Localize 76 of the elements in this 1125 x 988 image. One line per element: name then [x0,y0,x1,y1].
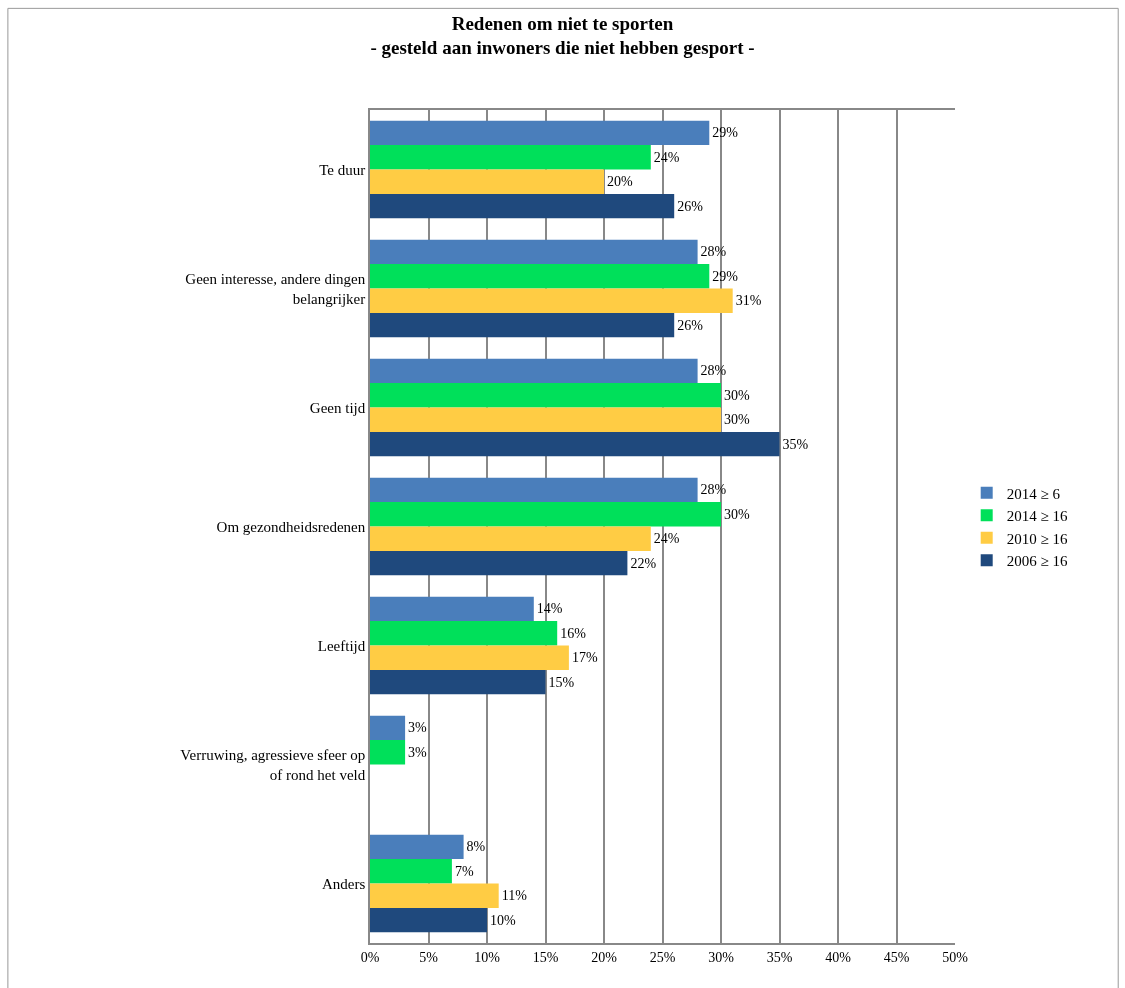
bar [370,239,698,265]
y-tick-label: Geen interesse, andere dingen belangrijker [185,271,366,307]
data-label: 22% [630,555,657,571]
legend-label: 2006 ≥ 16 [1006,553,1068,570]
legend-label: 2010 ≥ 16 [1006,530,1068,547]
bar [370,120,710,146]
bar [370,883,499,908]
bar [370,264,710,289]
data-label: 16% [560,625,587,641]
data-label: 29% [712,125,739,141]
x-tick-label: 0% [360,949,380,965]
data-label: 26% [677,198,704,214]
data-label: 30% [724,506,750,522]
x-tick-label: 35% [766,949,793,965]
data-label: 20% [607,174,633,190]
x-tick-label: 30% [708,949,735,965]
bar [370,502,721,527]
chart-subtitle: - gesteld aan inwoners die niet hebben gesport - [370,37,755,59]
data-label: 3% [408,744,428,760]
bar [370,596,534,622]
data-label: 26% [677,317,704,333]
data-label: 8% [466,839,486,855]
bar [370,358,698,384]
bar [370,477,698,503]
x-tick-label: 10% [474,949,501,965]
bar [370,407,721,432]
y-tick-label: Om gezondheidsredenen [216,518,366,535]
data-label: 24% [653,531,680,547]
bar [370,169,604,194]
data-label: 35% [782,436,809,452]
y-tick-label: Anders [321,875,366,892]
x-tick-label: 45% [883,949,910,965]
bar [370,907,487,933]
data-label: 30% [724,412,750,428]
y-tick-label: Leeftijd [317,637,366,654]
bar [370,859,452,884]
x-tick-label: 20% [591,949,618,965]
x-tick-label: 15% [532,949,559,965]
x-tick-label: 40% [825,949,852,965]
data-label: 10% [490,912,516,928]
data-label: 28% [700,482,727,498]
x-tick-label: 25% [649,949,676,965]
data-label: 7% [454,863,474,879]
bar [370,288,733,313]
bar [370,526,651,551]
y-tick-label: Verruwing, agressieve sfeer op of rond het veld [180,747,366,783]
bar [370,383,721,408]
bar [370,645,569,670]
bar [370,669,546,695]
bar [370,193,675,219]
bar [370,431,780,457]
data-label: 30% [724,387,750,403]
y-tick-label: Geen tijd [309,399,366,416]
data-label: 11% [501,888,528,904]
data-label: 3% [408,720,428,736]
bar [370,621,558,646]
bar [370,740,406,765]
x-tick-label: 5% [419,949,439,965]
data-label: 24% [653,149,680,165]
bar [370,715,406,741]
legend-label: 2014 ≥ 16 [1006,508,1068,525]
data-label: 28% [700,363,727,379]
data-label: 17% [571,650,598,666]
data-label: 31% [735,293,762,309]
data-label: 29% [712,268,739,284]
data-label: 15% [548,674,575,690]
data-label: 14% [536,601,563,617]
legend-label: 2014 ≥ 6 [1006,485,1061,502]
y-tick-label: Te duur [319,161,366,178]
x-tick-label: 50% [942,949,969,965]
bar [370,145,651,170]
data-label: 28% [700,244,727,260]
bar [370,550,628,576]
bar [370,312,675,338]
bar [370,834,464,860]
chart-title: Redenen om niet te sporten [451,12,674,34]
